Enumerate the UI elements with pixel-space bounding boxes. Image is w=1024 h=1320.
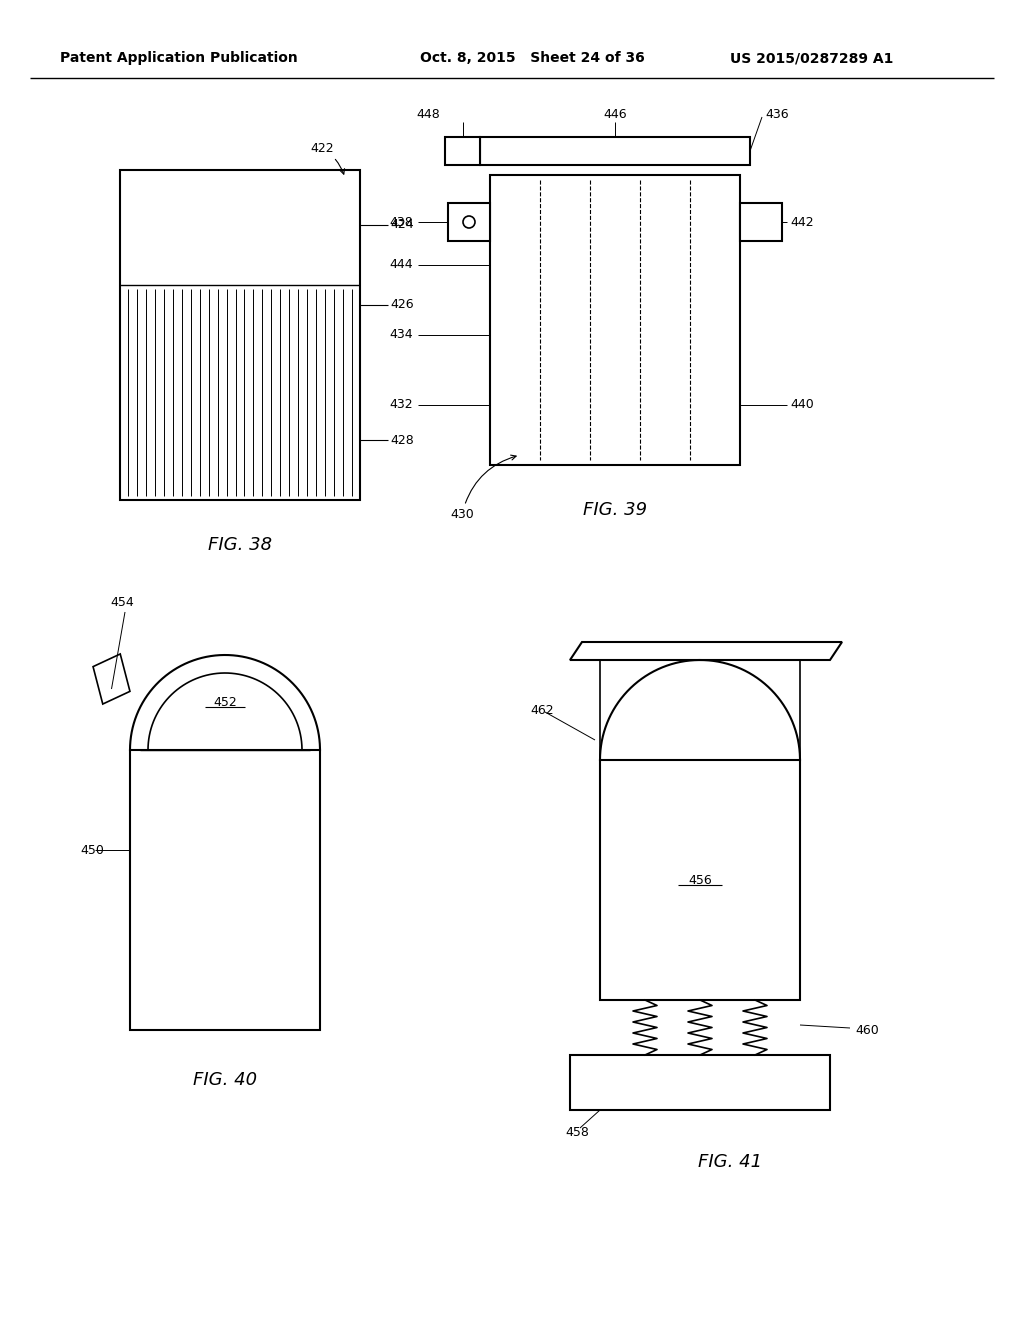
Text: 426: 426 [390, 298, 414, 312]
Bar [600, 760, 800, 1001]
Text: 450: 450 [80, 843, 103, 857]
Text: US 2015/0287289 A1: US 2015/0287289 A1 [730, 51, 893, 65]
Text: 424: 424 [390, 219, 414, 231]
Bar [130, 750, 319, 1030]
Text: FIG. 41: FIG. 41 [698, 1152, 762, 1171]
Text: 446: 446 [603, 108, 627, 121]
Bar [445, 137, 480, 165]
Text: 454: 454 [110, 595, 134, 609]
Polygon shape [93, 653, 130, 704]
Bar [490, 176, 740, 465]
Text: FIG. 39: FIG. 39 [583, 502, 647, 519]
Text: 434: 434 [389, 329, 413, 342]
Text: 462: 462 [530, 704, 554, 717]
Text: 432: 432 [389, 399, 413, 412]
Text: 452: 452 [213, 696, 237, 709]
Text: 448: 448 [416, 108, 440, 121]
Bar [740, 203, 782, 242]
Polygon shape [570, 642, 842, 660]
Text: 442: 442 [790, 215, 814, 228]
Text: 436: 436 [765, 108, 788, 121]
Text: FIG. 38: FIG. 38 [208, 536, 272, 554]
Circle shape [463, 216, 475, 228]
Bar [120, 170, 360, 500]
Bar [570, 1055, 830, 1110]
Text: 438: 438 [389, 215, 413, 228]
Text: 422: 422 [310, 141, 344, 174]
Text: 428: 428 [390, 433, 414, 446]
Bar [449, 203, 490, 242]
Text: 456: 456 [688, 874, 712, 887]
Text: 460: 460 [855, 1023, 879, 1036]
Text: 440: 440 [790, 399, 814, 412]
Bar [480, 137, 750, 165]
Text: Oct. 8, 2015   Sheet 24 of 36: Oct. 8, 2015 Sheet 24 of 36 [420, 51, 645, 65]
Text: 458: 458 [565, 1126, 589, 1138]
Text: 444: 444 [389, 259, 413, 272]
Text: Patent Application Publication: Patent Application Publication [60, 51, 298, 65]
Text: 430: 430 [450, 455, 516, 521]
Text: FIG. 40: FIG. 40 [193, 1071, 257, 1089]
